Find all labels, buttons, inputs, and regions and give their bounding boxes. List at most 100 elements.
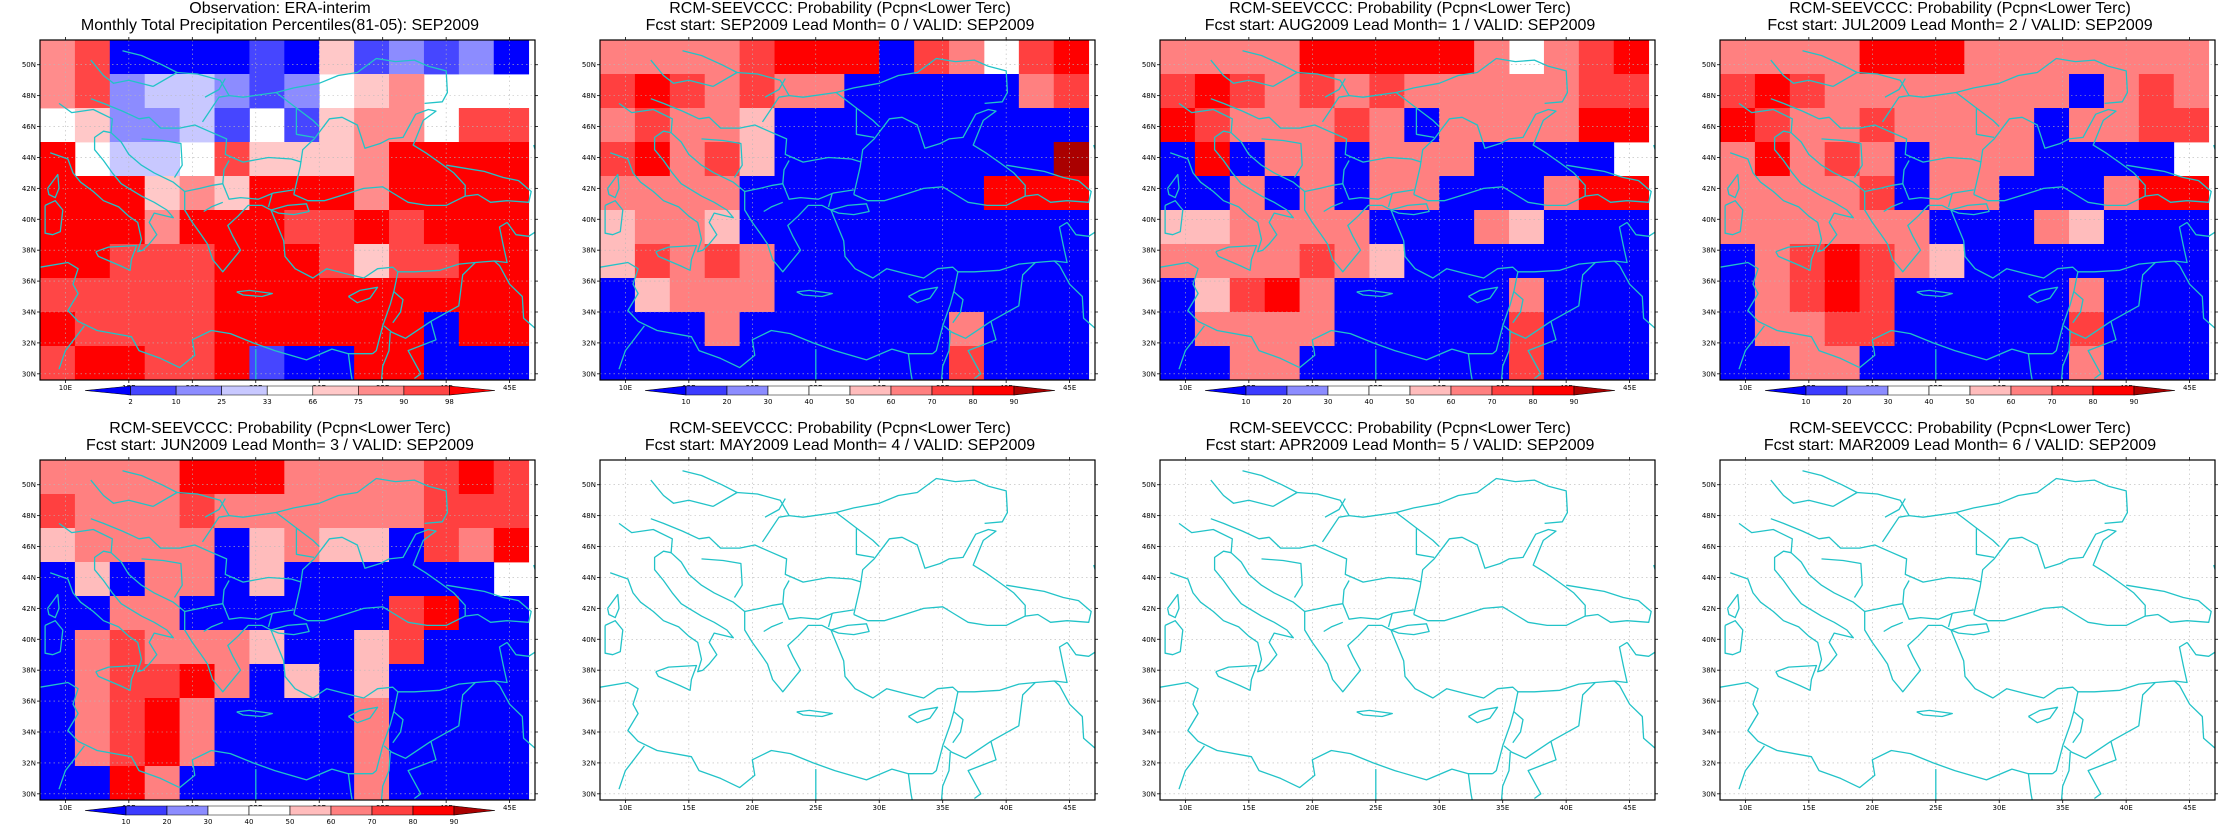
colorbar-swatch [1368, 385, 1411, 396]
grid-cell [249, 732, 285, 767]
grid-cell [389, 766, 425, 800]
grid-cell [74, 210, 111, 245]
grid-cell [493, 766, 530, 800]
grid-cell [739, 278, 775, 313]
grid-cell [319, 312, 355, 347]
grid-cell [2069, 346, 2105, 380]
colorbar-swatch [330, 805, 373, 816]
probability-map: 10E15E20E25E30E35E40E45E30N32N34N36N38N4… [22, 457, 538, 826]
grid-cell [389, 596, 425, 631]
grid-cell [600, 312, 636, 347]
probability-map: 10E15E20E25E30E35E40E45E30N32N34N36N38N4… [1142, 37, 1658, 406]
grid-cell [949, 346, 985, 380]
grid-cell [1264, 278, 1301, 313]
grid-cell [2069, 176, 2105, 211]
colorbar-swatch [84, 385, 131, 396]
grid-cell [2103, 108, 2140, 143]
grid-cell [809, 210, 845, 245]
grid-cell [983, 312, 1020, 347]
grid-cell [249, 312, 285, 347]
grid-cell [669, 176, 706, 211]
lon-tick-label: 45E [1063, 384, 1076, 392]
grid-cell [74, 346, 111, 380]
colorbar-swatch [1409, 385, 1452, 396]
grid-cell [423, 244, 460, 279]
lat-tick-label: 50N [582, 481, 596, 489]
grid-cell [1754, 312, 1791, 347]
map-panel-observation: Observation: ERA-interim Monthly Total P… [0, 0, 560, 420]
lat-tick-label: 42N [1702, 185, 1716, 193]
lat-tick-label: 38N [1142, 247, 1156, 255]
grid-cell [109, 596, 146, 631]
colorbar-tick-label: 70 [2048, 398, 2057, 406]
grid-cell [1543, 210, 1580, 245]
lat-tick-label: 46N [1142, 123, 1156, 131]
grid-cell [774, 312, 810, 347]
lon-tick-label: 10E [619, 384, 632, 392]
grid-cell [914, 176, 950, 211]
grid-cell [1264, 142, 1301, 177]
grid-cell [844, 108, 880, 143]
grid-cell [1578, 142, 1615, 177]
grid-cell [389, 176, 425, 211]
panel-title: RCM-SEEVCCC: Probability (Pcpn<Lower Ter… [1789, 420, 2131, 437]
lon-tick-label: 40E [1559, 804, 1572, 812]
grid-cell [2173, 176, 2210, 211]
colorbar-tick-label: 10 [682, 398, 691, 406]
lon-tick-label: 45E [1063, 804, 1076, 812]
grid-cell [2138, 210, 2175, 245]
grid-cell [1018, 74, 1055, 109]
grid-cell [1509, 74, 1545, 109]
grid-cell [144, 460, 181, 495]
grid-cell [1369, 40, 1405, 75]
grid-cell [458, 108, 495, 143]
grid-cell [389, 698, 425, 733]
grid-cell [249, 346, 285, 380]
grid-cell [214, 528, 250, 563]
colorbar-tick-label: 80 [409, 818, 418, 826]
coastlines [1720, 50, 2215, 380]
grid-cell [1509, 244, 1545, 279]
grid-cell [214, 630, 250, 665]
lat-tick-label: 34N [1142, 729, 1156, 737]
lat-tick-label: 34N [1702, 729, 1716, 737]
grid-cell [389, 244, 425, 279]
colorbar-swatch [1204, 385, 1247, 396]
grid-cell [1160, 346, 1196, 380]
grid-cell [949, 142, 985, 177]
colorbar-tick-label: 60 [2007, 398, 2016, 406]
grid-cell [1613, 108, 1650, 143]
grid-cell [1053, 278, 1090, 313]
grid-cell [1369, 312, 1405, 347]
grid-cell [1578, 108, 1615, 143]
grid-cell [423, 312, 460, 347]
grid-cell [2069, 74, 2105, 109]
grid-cell [669, 312, 706, 347]
grid-cell [1613, 176, 1650, 211]
grid-cell [214, 766, 250, 800]
grid-cell [809, 312, 845, 347]
grid-cell [284, 346, 320, 380]
lat-tick-label: 36N [1702, 278, 1716, 286]
grid-cell [1439, 40, 1475, 75]
grid-cell [1509, 346, 1545, 380]
lat-tick-label: 46N [22, 123, 36, 131]
map-panel-lead-5: RCM-SEEVCCC: Probability (Pcpn<Lower Ter… [1120, 420, 1680, 840]
grid-cell [1369, 244, 1405, 279]
lat-tick-label: 48N [1142, 92, 1156, 100]
grid-cell [1964, 278, 2000, 313]
grid-cell [214, 312, 250, 347]
grid-cell [1543, 244, 1580, 279]
grid-cell [354, 312, 390, 347]
grid-cell [1578, 176, 1615, 211]
grid-cell [949, 74, 985, 109]
grid-cell [1509, 176, 1545, 211]
grid-cell [423, 630, 460, 665]
lon-tick-label: 40E [2119, 804, 2132, 812]
grid-cell [354, 210, 390, 245]
grid-cell [458, 40, 495, 75]
lon-tick-label: 25E [1369, 804, 1382, 812]
grid-cell [354, 142, 390, 177]
grid-cell [809, 346, 845, 380]
lon-tick-label: 30E [1433, 804, 1446, 812]
